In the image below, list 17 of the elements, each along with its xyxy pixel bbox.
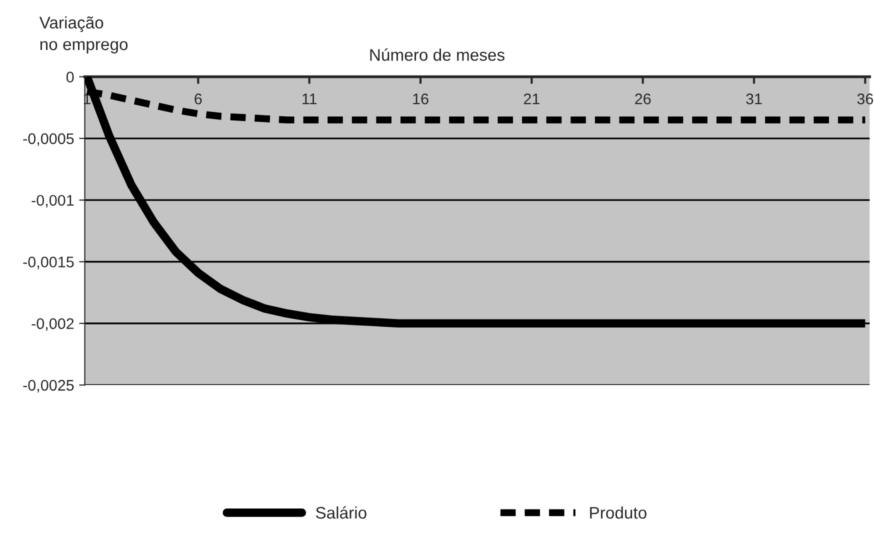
y-axis-title: Variação no emprego [39,16,128,54]
x-tick-label: 31 [746,94,762,104]
y-tick-label: -0,0015 [23,256,74,270]
y-tick-label: -0,002 [32,318,74,331]
x-tick-label: 6 [194,94,202,104]
y-tick-label: -0,001 [32,194,74,208]
x-tick-label: 21 [524,94,540,104]
legend-label: Salário [316,506,366,519]
x-tick-label: 36 [857,94,874,104]
x-axis-title: Número de meses [370,48,504,61]
y-tick-label: -0,0005 [23,133,74,146]
x-tick-label: 11 [302,94,317,104]
y-tick-label: -0,0025 [23,380,74,393]
legend-label: Produto [590,506,646,519]
x-tick-label: 16 [413,94,428,104]
x-tick-label: 26 [635,94,651,104]
y-tick-label: 0 [66,72,74,82]
